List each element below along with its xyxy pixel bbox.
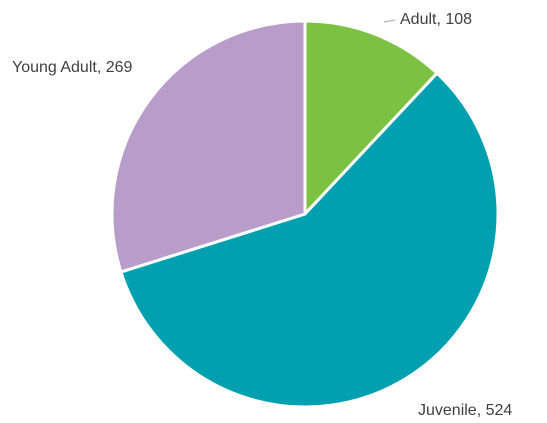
data-label: Adult, 108	[400, 11, 472, 28]
pie-slice: Young Adult	[110, 19, 307, 274]
data-label: Young Adult, 269	[12, 59, 133, 76]
data-label: Juvenile, 524	[418, 402, 512, 419]
pie-slice: Juvenile	[119, 71, 500, 409]
leader-line	[383, 19, 396, 23]
pie-slice: Adult	[303, 19, 439, 216]
